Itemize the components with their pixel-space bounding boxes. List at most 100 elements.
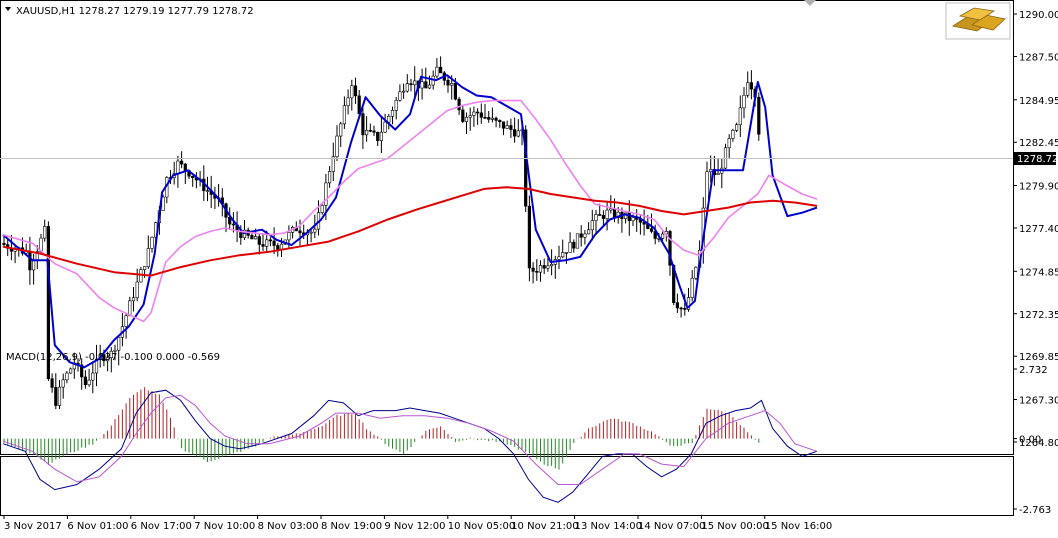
macd-main-line <box>2 389 818 503</box>
candle-body <box>87 379 91 386</box>
scroll-marker-icon[interactable] <box>804 0 816 6</box>
candle-body <box>265 239 269 247</box>
macd-tick-label: 0.00 <box>1019 435 1041 446</box>
candle-body <box>376 132 380 141</box>
macd-tick-label: -2.763 <box>1019 505 1051 516</box>
candle-body <box>420 81 424 89</box>
candle-body <box>424 81 428 89</box>
candle-body <box>586 229 591 235</box>
candle-body <box>501 121 506 129</box>
candle-body <box>309 231 313 234</box>
candle-body <box>279 243 284 250</box>
candle-body <box>28 250 32 271</box>
candle-body <box>583 233 587 238</box>
candle-body <box>642 221 646 225</box>
candle-body <box>361 113 365 136</box>
price-tick-label: 1274.85 <box>1019 267 1058 278</box>
candle-body <box>716 172 720 176</box>
candle-body <box>738 107 742 126</box>
time-tick-label: 13 Nov 14:00 <box>575 521 642 532</box>
candle-body <box>690 277 694 298</box>
candle-body <box>368 130 372 132</box>
candle-body <box>61 379 65 388</box>
candle-body <box>43 226 47 239</box>
price-pane[interactable]: XAUUSD,H1 1278.27 1279.19 1277.79 1278.7… <box>0 0 1058 455</box>
candle-body <box>394 99 398 111</box>
candle-body <box>616 211 620 219</box>
candle-body <box>143 266 147 270</box>
candle-body <box>675 302 679 309</box>
candle-body <box>512 129 517 137</box>
candle-body <box>660 233 665 239</box>
candle-body <box>742 94 746 109</box>
candle-body <box>612 208 617 219</box>
time-tick-label: 9 Nov 12:00 <box>384 521 445 532</box>
time-tick-label: 6 Nov 17:00 <box>131 521 192 532</box>
candle-body <box>475 111 480 114</box>
candle-body <box>135 281 139 299</box>
candle-body <box>350 85 354 99</box>
candle-body <box>509 125 513 130</box>
candle-body <box>106 357 110 362</box>
candle-body <box>131 297 136 302</box>
candle-body <box>734 124 739 131</box>
candle-body <box>479 112 483 118</box>
candle-body <box>686 297 691 310</box>
candle-body <box>535 271 539 273</box>
price-axis: 1290.00 1287.50 1284.95 1282.45 1279.90 1277.… <box>1013 10 1058 449</box>
candle-body <box>364 130 369 136</box>
candle-body <box>390 110 395 117</box>
price-tick-label: 1290.00 <box>1019 10 1058 21</box>
candle-body <box>250 235 254 240</box>
candle-body <box>117 336 121 351</box>
macd-header: MACD(12,26,9) -0.537 -0.100 0.000 -0.569 <box>6 352 220 363</box>
candle-body <box>746 82 750 96</box>
candle-body <box>709 169 713 173</box>
candle-body <box>649 228 654 232</box>
candle-body <box>627 212 631 222</box>
candle-body <box>453 83 458 100</box>
candle-body <box>564 252 568 254</box>
candle-body <box>483 116 487 119</box>
candle-body <box>91 372 95 381</box>
candle-body <box>261 244 265 247</box>
macd-pane[interactable]: MACD(12,26,9) -0.537 -0.100 0.000 -0.569… <box>0 352 1051 516</box>
time-tick-label: 6 Nov 01:00 <box>67 521 128 532</box>
current-price-tag: 1278.72 <box>1014 152 1058 165</box>
candle-body <box>180 160 184 165</box>
candle-body <box>468 115 472 118</box>
candle-body <box>568 241 572 253</box>
dropdown-arrow-icon[interactable] <box>5 7 11 11</box>
candle-body <box>287 232 291 241</box>
candle-body <box>527 205 531 269</box>
candle-body <box>383 121 387 133</box>
candle-body <box>598 214 602 216</box>
current-price-label: 1278.72 <box>1017 154 1058 165</box>
candle-body <box>335 135 339 158</box>
candle-body <box>176 160 180 174</box>
candle-body <box>594 214 598 221</box>
candle-body <box>372 130 376 133</box>
price-tick-label: 1272.35 <box>1019 310 1058 321</box>
candle-body <box>494 117 498 121</box>
candle-body <box>191 175 195 178</box>
candle-body <box>313 228 317 233</box>
candle-body <box>128 300 132 317</box>
candle-body <box>324 182 328 206</box>
candle-body <box>65 372 69 381</box>
candle-body <box>50 378 54 388</box>
candle-body <box>546 265 550 269</box>
candle-body <box>346 97 350 107</box>
candle-body <box>461 109 465 122</box>
price-tick-label: 1269.85 <box>1019 352 1058 363</box>
candle-body <box>54 387 58 406</box>
candle-body <box>387 115 391 123</box>
candle-body <box>609 208 613 211</box>
candle-body <box>298 230 302 234</box>
price-pane-frame <box>0 0 1014 455</box>
moving-average-lines <box>2 74 818 369</box>
candle-body <box>80 364 84 378</box>
candle-body <box>109 350 113 359</box>
macd-axis: 2.732 0.00 -2.763 <box>1013 365 1051 516</box>
